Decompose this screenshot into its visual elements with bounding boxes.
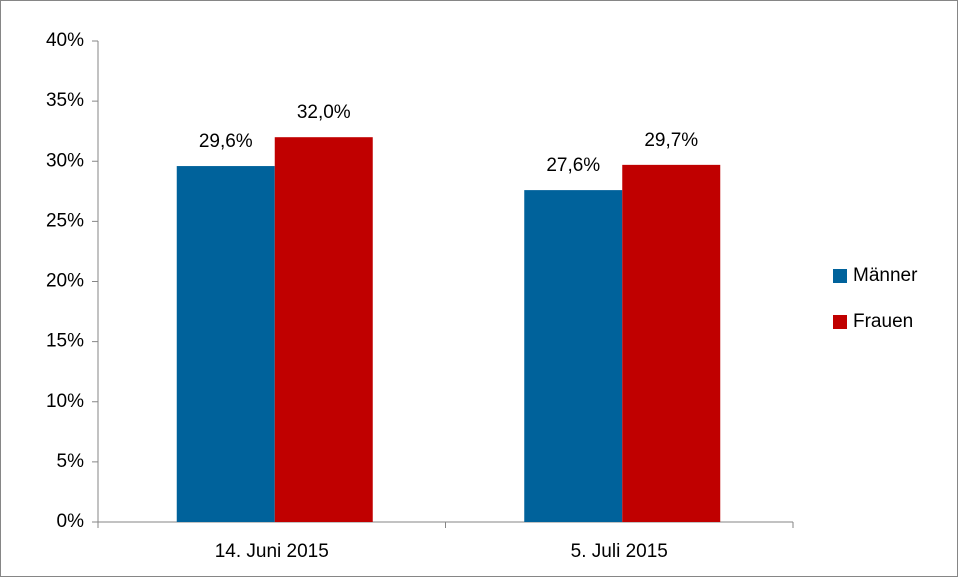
y-tick-label: 15% <box>46 331 84 352</box>
y-tick-label: 5% <box>57 451 85 472</box>
y-tick-label: 10% <box>46 391 84 412</box>
y-tick-label: 25% <box>46 210 84 231</box>
legend-swatch <box>833 315 847 329</box>
y-tick-label: 20% <box>46 271 84 292</box>
y-tick-label: 30% <box>46 150 84 171</box>
bar <box>622 164 721 523</box>
bar <box>524 190 623 523</box>
data-label: 29,7% <box>644 130 698 151</box>
y-tick-label: 40% <box>46 30 84 51</box>
y-tick-label: 0% <box>57 511 85 532</box>
legend-label: Männer <box>853 265 918 286</box>
data-label: 29,6% <box>199 131 253 152</box>
legend-label: Frauen <box>853 311 913 332</box>
bar <box>274 137 373 522</box>
x-tick-label: 5. Juli 2015 <box>571 541 668 562</box>
x-tick-label: 14. Juni 2015 <box>215 541 329 562</box>
bar <box>176 166 275 522</box>
y-tick-label: 35% <box>46 90 84 111</box>
legend-swatch <box>833 269 847 283</box>
data-label: 32,0% <box>297 102 351 123</box>
data-label: 27,6% <box>546 155 600 176</box>
